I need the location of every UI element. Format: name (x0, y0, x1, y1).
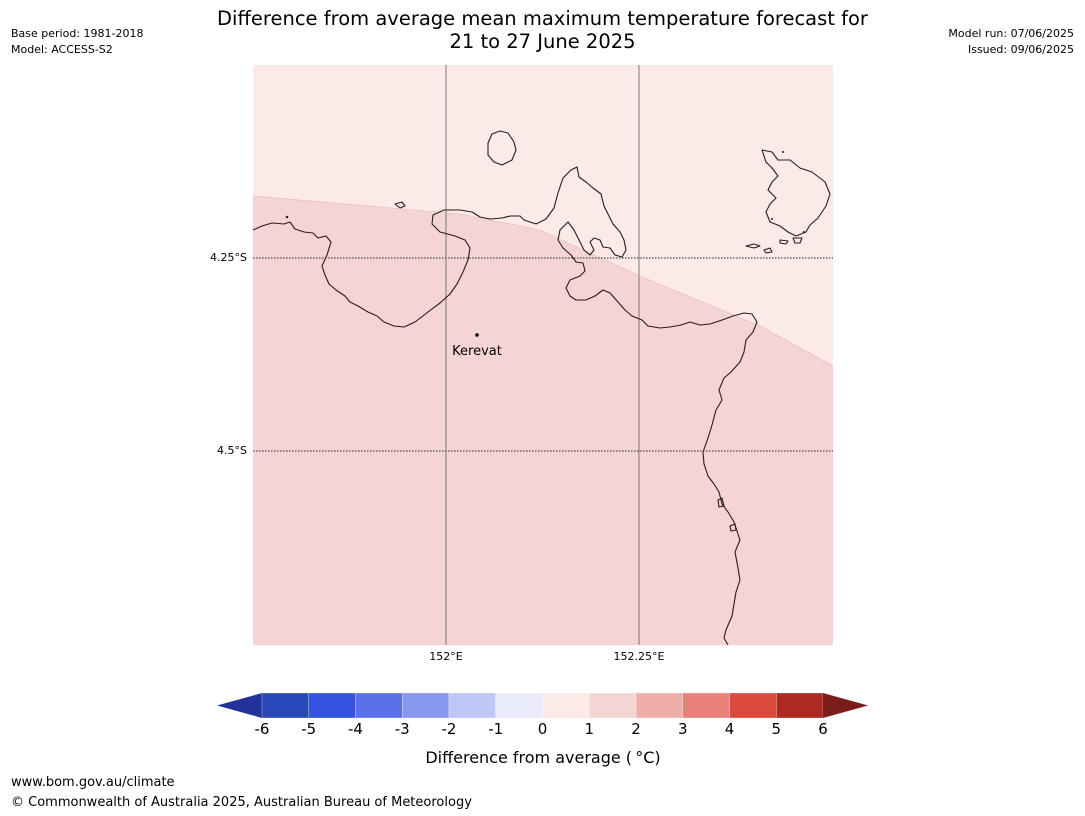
coastline-islet-f (729, 523, 737, 532)
coastline-main (253, 166, 758, 645)
colorbar-tick-label: -2 (441, 720, 457, 738)
place-label: Kerevat (452, 344, 502, 359)
title-line-1: Difference from average mean maximum tem… (217, 7, 868, 30)
coastline-islet-c (779, 239, 789, 245)
colorbar-tick-label: -1 (488, 720, 504, 738)
base-period-text: Base period: 1981-2018 (11, 27, 144, 40)
lat-label-4-25s: 4.25°S (210, 251, 247, 264)
title-line-2: 21 to 27 June 2025 (449, 30, 636, 53)
colorbar-tick-label: 0 (537, 720, 548, 738)
lon-label-152e: 152°E (429, 650, 463, 663)
colorbar-tick-label: 4 (724, 720, 735, 738)
colorbar-tick-label: -3 (394, 720, 410, 738)
model-name-text: Model: ACCESS-S2 (11, 43, 113, 56)
model-run-text: Model run: 07/06/2025 (948, 27, 1074, 40)
coastline-duke-of-york (761, 149, 831, 237)
colorbar-label: Difference from average ( °C) (425, 748, 661, 767)
colorbar-tick-label: 5 (771, 720, 782, 738)
colorbar-tick-label: -5 (301, 720, 317, 738)
coastline-island-north (487, 130, 517, 166)
issued-text: Issued: 09/06/2025 (967, 43, 1074, 56)
coastline-islet-a (745, 243, 761, 249)
colorbar-tick-label: 3 (677, 720, 688, 738)
coastline-islet-d (792, 237, 803, 244)
anomaly-zone-1-2 (253, 196, 833, 645)
coastline-dot-1 (285, 215, 289, 219)
colorbar-tick-label: -6 (254, 720, 270, 738)
coastline-islet-b (763, 247, 773, 254)
place-marker (475, 333, 479, 337)
footer-url: www.bom.gov.au/climate (11, 775, 175, 790)
coastline-island-small (394, 201, 406, 209)
zone-boundary (253, 195, 833, 367)
coastline-islet-e (717, 497, 725, 508)
lat-label-4-5s: 4.5°S (217, 444, 247, 457)
coastline-dot-4 (803, 231, 805, 233)
run-info: Model run: 07/06/2025 Issued: 09/06/2025 (948, 26, 1074, 58)
map-title: Difference from average mean maximum tem… (140, 7, 945, 53)
footer-copyright: © Commonwealth of Australia 2025, Austra… (11, 795, 472, 810)
coastline (253, 130, 831, 645)
lon-label-152-25e: 152.25°E (613, 650, 665, 663)
colorbar-tick-label: 2 (631, 720, 641, 738)
colorbar-tick-label: -4 (348, 720, 363, 738)
colorbar-tick-label: 1 (584, 720, 595, 738)
model-info: Base period: 1981-2018 Model: ACCESS-S2 (11, 26, 143, 58)
coastline-dot-2 (782, 151, 784, 153)
coastline-dot-3 (771, 218, 773, 220)
colorbar-tick-label: 6 (818, 720, 828, 738)
